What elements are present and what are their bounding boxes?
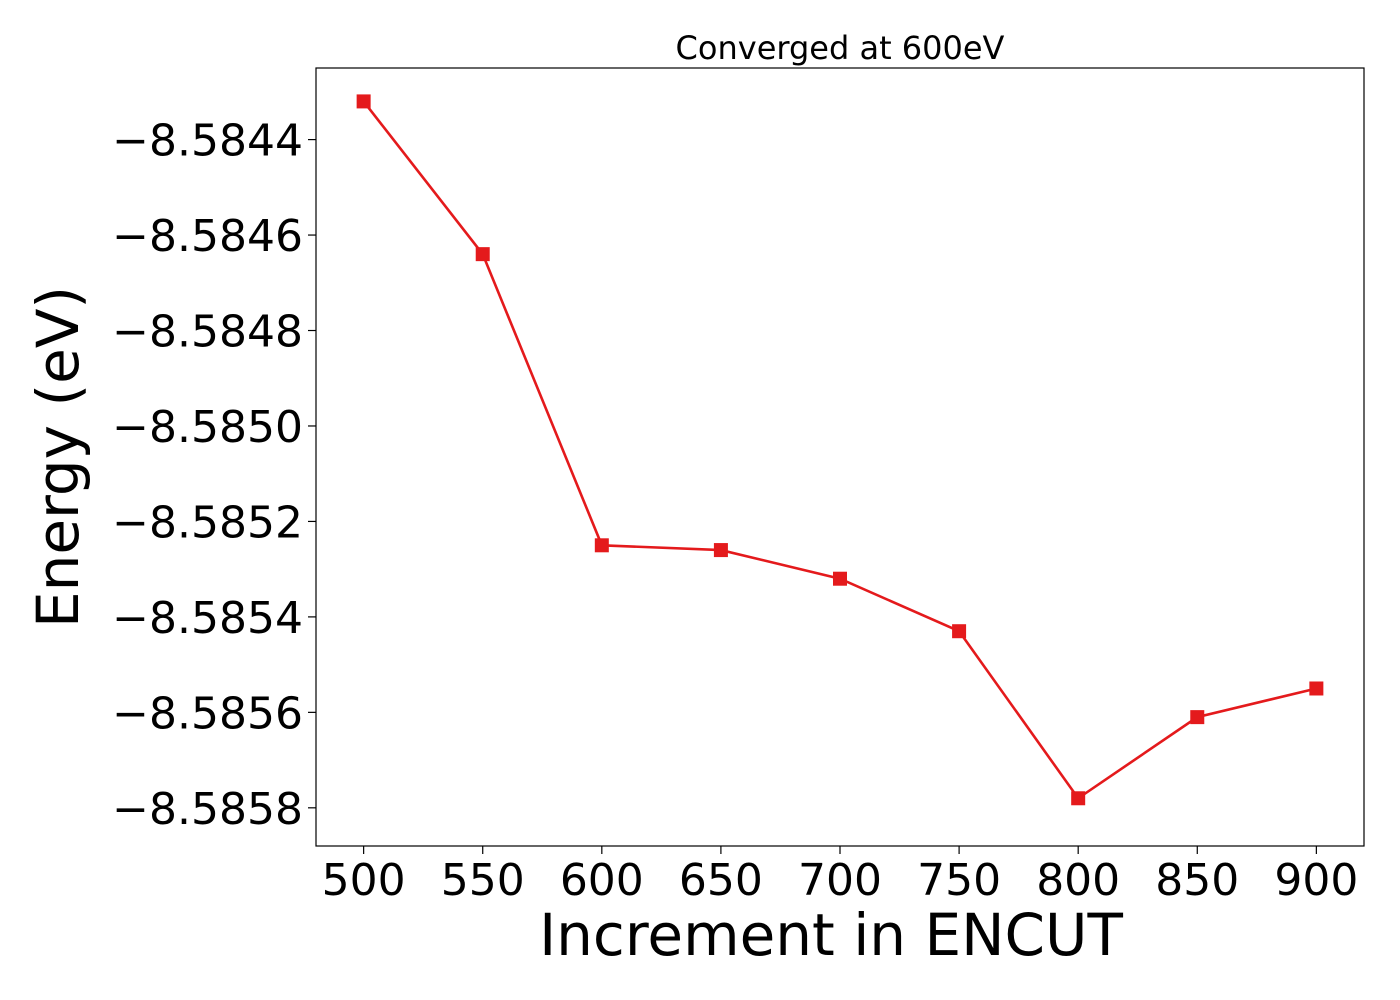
- data-point: [1071, 791, 1086, 806]
- y-tick-label: −8.5850: [112, 402, 303, 453]
- series-line: [362, 100, 1317, 801]
- y-tick-label: −8.5854: [112, 593, 303, 644]
- y-tick-label: −8.5852: [112, 497, 303, 548]
- chart-title: Converged at 600eV: [676, 29, 1005, 67]
- y-tick-label: −8.5848: [112, 307, 303, 358]
- x-tick-label: 650: [679, 855, 763, 906]
- y-axis: −8.5844 −8.5846 −8.5848 −8.5850 −8.5852 −8.58…: [112, 116, 316, 835]
- series-layer: [356, 94, 1324, 806]
- plot-frame: [315, 67, 1365, 847]
- x-tick-label: 600: [560, 855, 644, 906]
- x-axis-label: Increment in ENCUT: [539, 901, 1123, 969]
- data-point: [594, 538, 609, 553]
- x-tick-label: 750: [917, 855, 1001, 906]
- data-point: [952, 624, 967, 639]
- y-tick-label: −8.5846: [112, 211, 303, 262]
- x-tick-label: 800: [1036, 855, 1120, 906]
- data-point: [713, 543, 728, 558]
- data-point: [1309, 681, 1324, 696]
- y-tick-label: −8.5858: [112, 784, 303, 835]
- y-axis-label: Energy (eV): [24, 286, 92, 628]
- x-axis: 500 550 600 650 700 750 800 850 900: [322, 846, 1358, 906]
- x-tick-label: 550: [441, 855, 525, 906]
- x-tick-label: 900: [1274, 855, 1358, 906]
- x-tick-label: 500: [322, 855, 406, 906]
- data-point: [833, 571, 847, 586]
- x-tick-label: 700: [798, 855, 882, 906]
- data-point: [475, 247, 490, 262]
- y-tick-label: −8.5856: [112, 688, 303, 739]
- data-point: [356, 94, 371, 109]
- y-tick-label: −8.5844: [112, 116, 303, 167]
- data-point: [1190, 710, 1205, 725]
- x-tick-label: 850: [1155, 855, 1239, 906]
